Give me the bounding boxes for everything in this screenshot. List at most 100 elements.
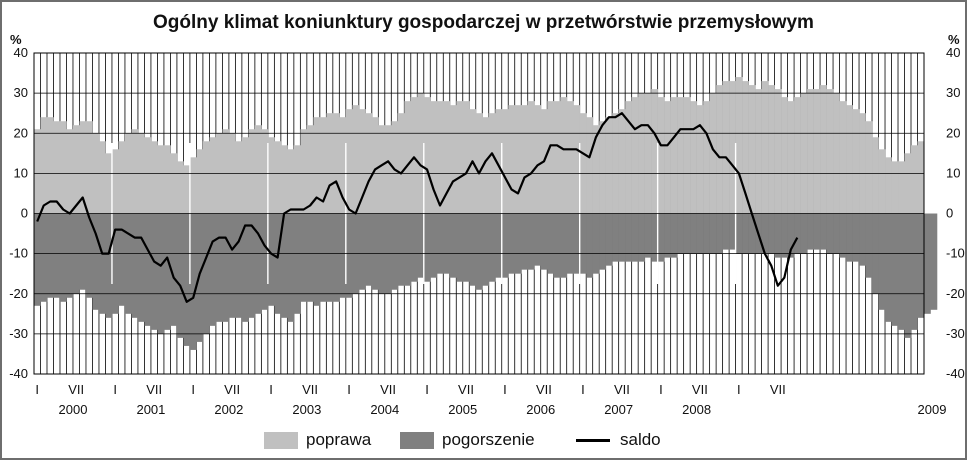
bar-poprawa	[839, 101, 847, 214]
bar-poprawa	[722, 81, 730, 214]
y-tick-label-right: -30	[946, 326, 965, 341]
bar-pogorszenie	[79, 213, 87, 290]
bar-pogorszenie	[397, 213, 405, 286]
bar-pogorszenie	[105, 213, 113, 318]
bar-poprawa	[293, 145, 301, 214]
bar-poprawa	[592, 125, 600, 214]
bar-poprawa	[397, 113, 405, 214]
x-tick-label: I	[269, 382, 273, 397]
bar-poprawa	[885, 157, 892, 214]
bar-pogorszenie	[469, 213, 477, 286]
bar-pogorszenie	[664, 213, 671, 258]
x-tick-label: VII	[770, 382, 786, 397]
bar-poprawa	[98, 141, 106, 214]
bar-poprawa	[176, 161, 184, 214]
bar-pogorszenie	[222, 213, 230, 322]
legend-label-saldo: saldo	[620, 430, 661, 449]
bar-poprawa	[566, 101, 574, 214]
bar-poprawa	[729, 81, 736, 214]
y-tick-label-right: -20	[946, 286, 965, 301]
bar-pogorszenie	[703, 213, 710, 254]
y-tick-label-left: 10	[14, 165, 28, 180]
bar-pogorszenie	[878, 213, 886, 310]
bar-pogorszenie	[859, 213, 866, 266]
bar-poprawa	[345, 109, 353, 214]
bar-pogorszenie	[85, 213, 93, 298]
bar-pogorszenie	[540, 213, 548, 270]
bar-pogorszenie	[794, 213, 801, 254]
bar-poprawa	[618, 109, 626, 214]
bar-poprawa	[79, 121, 87, 214]
bar-pogorszenie	[293, 213, 301, 314]
bar-poprawa	[514, 105, 522, 214]
bar-poprawa	[917, 141, 925, 214]
bar-poprawa	[898, 161, 905, 214]
bar-pogorszenie	[462, 213, 470, 282]
bar-pogorszenie	[235, 213, 243, 318]
x-year-label: 2007	[604, 402, 633, 417]
bar-pogorszenie	[625, 213, 632, 262]
bar-pogorszenie	[891, 213, 899, 326]
bar-poprawa	[794, 97, 801, 214]
bar-poprawa	[904, 153, 912, 214]
x-tick-label: I	[659, 382, 663, 397]
bar-pogorszenie	[326, 213, 334, 302]
bar-pogorszenie	[228, 213, 236, 318]
bar-poprawa	[800, 93, 808, 214]
bar-poprawa	[755, 89, 762, 214]
bar-pogorszenie	[92, 213, 100, 310]
bar-poprawa	[501, 109, 509, 214]
bar-poprawa	[631, 97, 639, 214]
bar-pogorszenie	[306, 213, 314, 302]
bar-pogorszenie	[443, 213, 451, 274]
bar-pogorszenie	[781, 213, 788, 258]
bar-poprawa	[696, 105, 704, 214]
bar-poprawa	[735, 77, 743, 214]
bar-pogorszenie	[826, 213, 834, 254]
bar-poprawa	[111, 149, 119, 214]
bar-pogorszenie	[248, 213, 256, 318]
bar-poprawa	[163, 145, 171, 214]
bar-poprawa	[339, 117, 347, 214]
bar-poprawa	[677, 97, 684, 214]
bar-pogorszenie	[787, 213, 795, 258]
bar-poprawa	[638, 93, 645, 214]
bar-pogorszenie	[53, 213, 61, 298]
bar-pogorszenie	[131, 213, 139, 318]
bar-pogorszenie	[677, 213, 684, 254]
y-tick-label-left: 0	[21, 206, 28, 221]
bar-pogorszenie	[417, 213, 425, 278]
bar-pogorszenie	[865, 213, 873, 278]
bar-pogorszenie	[904, 213, 912, 338]
bar-pogorszenie	[163, 213, 171, 330]
bar-pogorszenie	[839, 213, 847, 258]
bar-pogorszenie	[716, 213, 723, 254]
bar-pogorszenie	[833, 213, 840, 254]
bar-pogorszenie	[514, 213, 522, 274]
bar-pogorszenie	[144, 213, 152, 326]
bar-poprawa	[378, 125, 386, 214]
x-tick-label: I	[191, 382, 195, 397]
bar-poprawa	[449, 105, 457, 214]
bar-poprawa	[560, 97, 567, 214]
x-year-label: 2003	[292, 402, 321, 417]
y-tick-label-left: -20	[9, 286, 28, 301]
legend-swatch-pogorszenie	[400, 431, 434, 449]
bar-pogorszenie	[547, 213, 555, 274]
bar-poprawa	[436, 101, 444, 214]
bar-poprawa	[599, 121, 606, 214]
bar-poprawa	[261, 129, 269, 214]
bar-pogorszenie	[722, 213, 730, 250]
bar-poprawa	[391, 121, 399, 214]
bar-pogorszenie	[657, 213, 665, 262]
legend-item-pogorszenie: pogorszenie	[400, 428, 535, 452]
plot-border	[33, 52, 925, 375]
bar-poprawa	[911, 145, 918, 214]
bar-poprawa	[326, 113, 334, 214]
bar-poprawa	[625, 101, 632, 214]
bar-pogorszenie	[566, 213, 574, 274]
bar-poprawa	[352, 105, 360, 214]
bar-poprawa	[820, 85, 827, 214]
bar-pogorszenie	[553, 213, 561, 278]
